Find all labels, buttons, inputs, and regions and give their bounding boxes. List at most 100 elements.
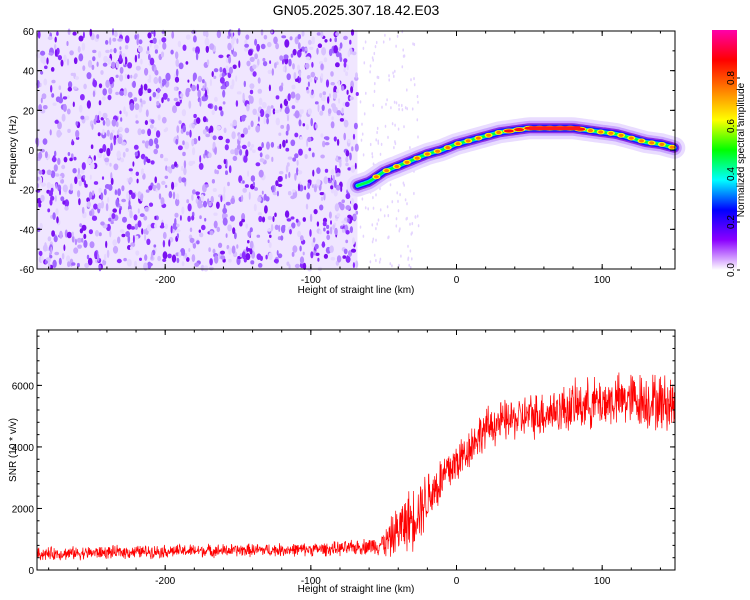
noise-speck <box>239 221 243 227</box>
noise-speck <box>398 229 401 233</box>
noise-speck <box>54 49 58 57</box>
noise-speck <box>248 49 253 56</box>
noise-speck <box>194 262 200 267</box>
signal-peak <box>628 136 634 140</box>
noise-speck <box>383 214 386 218</box>
noise-speck <box>197 89 201 99</box>
noise-speck <box>82 174 86 179</box>
noise-speck <box>252 71 257 77</box>
noise-speck <box>112 239 117 247</box>
noise-speck <box>134 223 139 230</box>
noise-speck <box>277 183 283 188</box>
noise-speck <box>298 70 302 78</box>
noise-speck <box>175 138 179 145</box>
noise-speck <box>376 222 379 226</box>
noise-speck <box>66 58 70 66</box>
noise-speck <box>385 102 387 106</box>
noise-speck <box>290 91 296 99</box>
noise-speck <box>171 181 175 190</box>
noise-speck <box>71 139 74 146</box>
noise-speck <box>275 42 279 50</box>
noise-speck <box>257 116 260 122</box>
y-tick-label: -20 <box>20 186 35 197</box>
noise-speck <box>387 214 390 218</box>
noise-speck <box>229 85 234 90</box>
noise-speck <box>84 183 88 188</box>
noise-speck <box>317 257 320 262</box>
noise-speck <box>108 87 113 95</box>
noise-speck <box>97 202 102 210</box>
noise-speck <box>126 259 132 267</box>
y-tick-label: 0 <box>28 566 34 577</box>
noise-speck <box>369 70 371 74</box>
noise-speck <box>175 51 179 60</box>
x-tick-label: 0 <box>454 576 460 587</box>
noise-speck <box>381 105 383 109</box>
noise-speck <box>245 223 248 229</box>
noise-speck <box>403 183 406 187</box>
noise-speck <box>391 122 394 126</box>
noise-speck <box>107 196 110 203</box>
noise-speck <box>352 133 356 140</box>
noise-speck <box>67 86 73 92</box>
noise-speck <box>222 101 226 105</box>
noise-speck <box>326 230 330 235</box>
noise-speck <box>269 60 272 64</box>
noise-speck <box>117 188 121 197</box>
noise-speck <box>410 78 412 82</box>
noise-speck <box>54 251 60 256</box>
noise-speck <box>232 64 237 70</box>
noise-speck <box>158 193 162 200</box>
noise-speck <box>351 51 357 56</box>
noise-speck <box>247 240 250 244</box>
noise-speck <box>207 103 212 109</box>
noise-speck <box>288 171 291 178</box>
noise-speck <box>250 260 255 265</box>
noise-speck <box>149 41 152 48</box>
noise-speck <box>153 44 159 50</box>
y-tick-label: 6000 <box>12 381 35 392</box>
noise-speck <box>176 257 180 264</box>
noise-speck <box>189 227 193 233</box>
noise-speck <box>42 138 48 145</box>
noise-speck <box>195 191 200 195</box>
noise-speck <box>79 223 82 228</box>
noise-speck <box>372 196 374 200</box>
noise-speck <box>395 44 397 48</box>
noise-speck <box>181 177 187 183</box>
noise-speck <box>103 253 107 262</box>
noise-speck <box>139 257 142 261</box>
noise-speck <box>176 125 180 134</box>
noise-speck <box>39 82 42 88</box>
noise-speck <box>345 71 349 76</box>
noise-speck <box>171 164 175 170</box>
noise-speck <box>185 61 189 65</box>
noise-speck <box>191 194 194 201</box>
noise-speck <box>244 43 250 48</box>
noise-speck <box>121 185 125 192</box>
noise-speck <box>91 123 94 130</box>
noise-speck <box>88 191 93 200</box>
noise-speck <box>305 62 310 70</box>
noise-speck <box>55 183 58 189</box>
noise-speck <box>69 50 74 56</box>
noise-speck <box>223 186 226 194</box>
noise-speck <box>228 258 232 263</box>
noise-speck <box>361 197 364 201</box>
noise-speck <box>176 193 180 200</box>
noise-speck <box>333 179 337 189</box>
noise-speck <box>260 43 266 50</box>
noise-speck <box>150 119 155 124</box>
signal-peak <box>435 149 441 153</box>
noise-speck <box>320 154 325 159</box>
noise-speck <box>112 37 117 42</box>
noise-speck <box>257 88 263 94</box>
noise-speck <box>297 183 301 192</box>
noise-speck <box>187 203 192 212</box>
noise-speck <box>307 136 312 143</box>
noise-speck <box>97 132 101 137</box>
noise-speck <box>123 87 128 97</box>
noise-speck <box>67 28 71 35</box>
x-tick-label: -100 <box>301 275 321 286</box>
noise-speck <box>191 84 197 92</box>
